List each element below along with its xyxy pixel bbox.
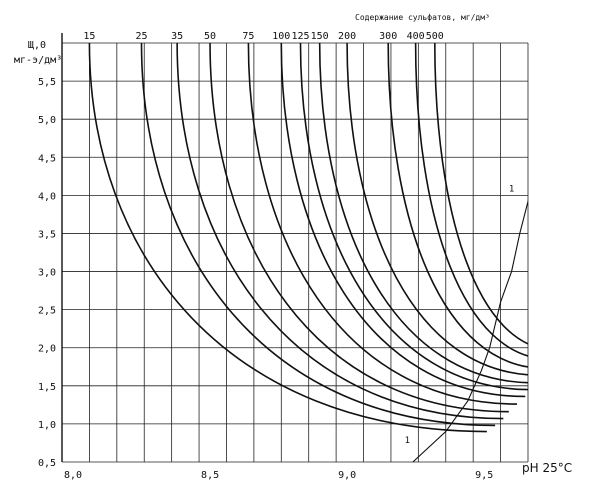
sulfate-curve-100	[280, 43, 526, 398]
sulfate-curve-25	[140, 43, 496, 427]
x-tick-label: 8,0	[64, 470, 82, 481]
sulfate-label-400: 400	[407, 31, 425, 42]
y-tick-label: 2,0	[38, 344, 56, 355]
boundary-line	[412, 199, 528, 462]
sulfate-curve-50	[209, 43, 509, 413]
label-layer: 8,0 8,5 9,0 9,5 0,5 1,0 1,5 2,0 2,5 3,0 3,5 4,0 4,5 5…	[38, 31, 514, 481]
sulfate-curve-75	[247, 43, 518, 405]
sulfate-label-200: 200	[338, 31, 356, 42]
sulfate-label-100: 100	[272, 31, 290, 42]
y-axis-label-line1: Щ,0	[28, 40, 46, 51]
sulfate-label-25: 25	[135, 31, 147, 42]
y-tick-label: 0,5	[38, 458, 56, 469]
sulfate-label-15: 15	[83, 31, 95, 42]
sulfate-curve-300	[387, 43, 528, 368]
y-axis-label-line2: мг-э/дм³	[14, 55, 62, 66]
y-tick-label: 3,0	[38, 268, 56, 279]
y-tick-label: 5,0	[38, 115, 56, 126]
boundary-label: 1	[509, 185, 514, 195]
curve-layer	[88, 43, 528, 433]
sulfate-curve-400	[414, 43, 528, 357]
y-tick-label: 1,0	[38, 420, 56, 431]
y-tick-label: 4,0	[38, 191, 56, 202]
sulfate-curve-200	[346, 43, 528, 376]
y-tick-label: 5,5	[38, 77, 56, 88]
y-tick-label: 2,5	[38, 306, 56, 317]
sulfate-curve-125	[299, 43, 528, 391]
sulfate-label-35: 35	[171, 31, 183, 42]
sulfate-label-75: 75	[242, 31, 254, 42]
sulfate-curve-35	[176, 43, 504, 420]
chart-title: Содержание сульфатов, мг/дм³	[355, 13, 490, 22]
y-tick-label: 3,5	[38, 229, 56, 240]
x-tick-label: 8,5	[201, 470, 219, 481]
sulfate-curve-150	[318, 43, 528, 384]
boundary-layer	[412, 199, 528, 462]
sulfate-curve-15	[88, 43, 487, 433]
x-tick-label: 9,5	[475, 470, 493, 481]
sulfate-curve-500	[434, 43, 528, 345]
sulfate-label-150: 150	[311, 31, 329, 42]
sulfate-label-50: 50	[204, 31, 216, 42]
y-tick-label: 1,5	[38, 382, 56, 393]
sulfate-label-500: 500	[426, 31, 444, 42]
y-tick-label: 4,5	[38, 153, 56, 164]
x-tick-label: 9,0	[338, 470, 356, 481]
sulfate-label-300: 300	[379, 31, 397, 42]
boundary-label: 1	[405, 436, 410, 446]
x-axis-label: pH 25°C	[522, 461, 572, 475]
sulfate-label-125: 125	[291, 31, 309, 42]
grid-layer	[61, 33, 529, 463]
